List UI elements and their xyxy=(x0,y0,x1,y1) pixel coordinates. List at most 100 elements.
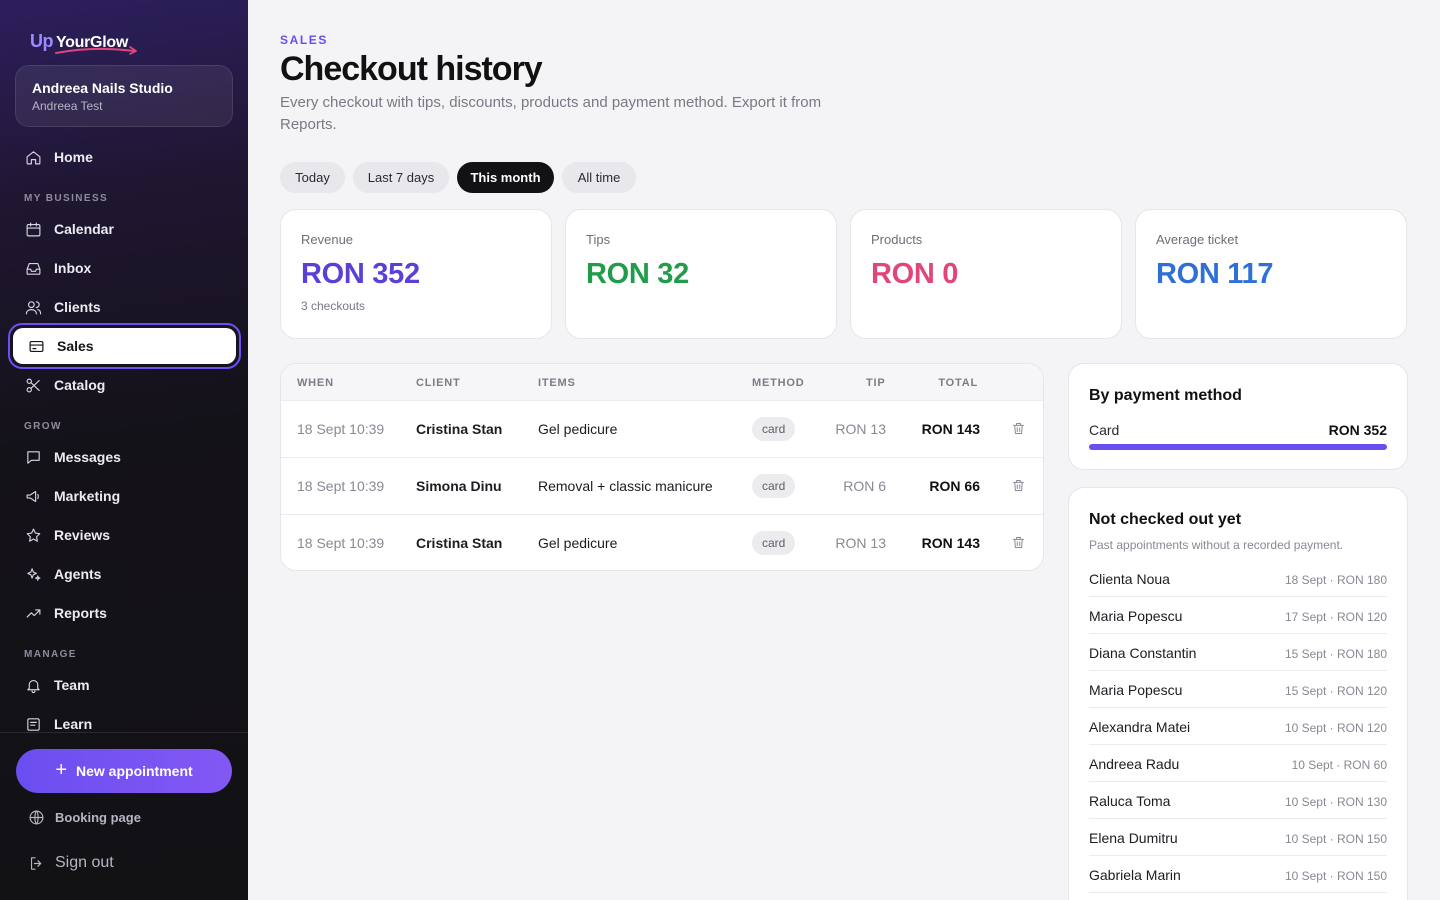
sidebar-item-label: Agents xyxy=(54,566,102,582)
logo-text: YourGlow xyxy=(56,34,128,51)
sidebar-item-sales[interactable]: Sales xyxy=(8,323,241,369)
message-icon xyxy=(24,448,42,466)
panel-title: By payment method xyxy=(1089,387,1242,404)
sidebar-item-label: Reports xyxy=(54,605,107,621)
list-item[interactable]: Gabriela Marin 10 Sept · RON 150 xyxy=(1089,856,1387,893)
home-icon xyxy=(24,148,42,166)
sidebar-item-learn[interactable]: Learn xyxy=(24,712,92,736)
stat-sub: 3 checkouts xyxy=(301,299,366,313)
sidebar-item-marketing[interactable]: Marketing xyxy=(24,484,120,508)
col-items: ITEMS xyxy=(538,377,576,389)
nav-section-manage: MANAGE xyxy=(24,649,77,660)
cell-total: RON 143 xyxy=(921,421,980,437)
bell-icon xyxy=(24,676,42,694)
sidebar-item-label: Catalog xyxy=(54,377,106,393)
sidebar-item-inbox[interactable]: Inbox xyxy=(24,256,91,280)
appointment-meta: 10 Sept · RON 60 xyxy=(1291,758,1387,772)
cell-client: Cristina Stan xyxy=(416,535,503,551)
stat-label: Products xyxy=(871,232,923,247)
payment-method-row: Card RON 352 xyxy=(1089,422,1387,438)
cell-when: 18 Sept 10:39 xyxy=(297,478,385,494)
list-item[interactable]: Maria Popescu 17 Sept · RON 120 xyxy=(1089,597,1387,634)
method-badge: card xyxy=(752,417,796,441)
cell-items: Gel pedicure xyxy=(538,535,618,551)
sidebar-item-label: Inbox xyxy=(54,260,92,276)
trash-icon[interactable] xyxy=(1011,421,1026,436)
stat-value-products: RON 0 xyxy=(871,258,959,290)
sign-out-link[interactable]: Sign out xyxy=(28,854,114,872)
new-appointment-button[interactable]: + New appointment xyxy=(16,749,232,793)
sidebar-item-label: Marketing xyxy=(54,488,121,504)
table-row[interactable]: 18 Sept 10:39 Simona Dinu Removal + clas… xyxy=(281,458,1043,515)
sidebar-item-catalog[interactable]: Catalog xyxy=(24,373,105,397)
stat-value-revenue: RON 352 xyxy=(301,258,420,290)
booking-page-link[interactable]: Booking page xyxy=(28,809,141,826)
not-checked-out-panel: Not checked out yet Past appointments wi… xyxy=(1068,487,1408,900)
sidebar: Up YourGlow Andreea Nails Studio Andreea… xyxy=(0,0,248,900)
users-icon xyxy=(24,298,42,316)
trash-icon[interactable] xyxy=(1011,535,1026,550)
client-name: Andreea Radu xyxy=(1089,756,1180,772)
stat-card-tips: Tips RON 32 xyxy=(565,209,837,339)
method-badge: card xyxy=(752,474,796,498)
cell-tip: RON 6 xyxy=(843,478,886,494)
appointment-meta: 10 Sept · RON 150 xyxy=(1284,832,1387,846)
app-logo[interactable]: Up YourGlow xyxy=(30,28,137,55)
logo-swoosh-icon xyxy=(55,46,137,55)
trend-icon xyxy=(24,604,42,622)
logout-icon xyxy=(30,856,42,870)
globe-icon xyxy=(29,810,44,825)
payment-method-panel: By payment method Card RON 352 xyxy=(1068,363,1408,470)
filter-last-7-days[interactable]: Last 7 days xyxy=(353,162,449,193)
sidebar-item-agents[interactable]: Agents xyxy=(24,562,101,586)
stat-card-products: Products RON 0 xyxy=(850,209,1122,339)
sidebar-item-label: Team xyxy=(54,677,90,693)
client-name: Raluca Toma xyxy=(1089,793,1171,809)
list-item[interactable]: Clienta Noua 18 Sept · RON 180 xyxy=(1089,560,1387,597)
payment-method-bar xyxy=(1089,444,1387,450)
sidebar-item-label: Home xyxy=(54,149,93,165)
credit-card-icon xyxy=(27,337,45,355)
appointment-meta: 18 Sept · RON 180 xyxy=(1284,573,1387,587)
page-title: Checkout history xyxy=(280,50,543,88)
plus-icon: + xyxy=(55,759,67,781)
sidebar-item-label: Clients xyxy=(54,299,101,315)
trash-icon[interactable] xyxy=(1011,478,1026,493)
sidebar-item-clients[interactable]: Clients xyxy=(24,295,101,319)
filter-all-time[interactable]: All time xyxy=(562,162,636,193)
list-item[interactable]: Maria Popescu 15 Sept · RON 120 xyxy=(1089,671,1387,708)
inbox-icon xyxy=(24,259,42,277)
table-row[interactable]: 18 Sept 10:39 Cristina Stan Gel pedicure… xyxy=(281,401,1043,458)
client-name: Elena Dumitru xyxy=(1089,830,1178,846)
list-item[interactable]: Elena Dumitru 10 Sept · RON 150 xyxy=(1089,819,1387,856)
list-item[interactable]: Alexandra Matei 10 Sept · RON 120 xyxy=(1089,708,1387,745)
payment-method-bar-fill xyxy=(1089,444,1387,450)
appointment-meta: 10 Sept · RON 120 xyxy=(1284,721,1387,735)
list-item[interactable]: Andreea Radu 10 Sept · RON 60 xyxy=(1089,745,1387,782)
table-header: WHEN CLIENT ITEMS METHOD TIP TOTAL xyxy=(281,364,1043,401)
star-icon xyxy=(24,526,42,544)
table-row[interactable]: 18 Sept 10:39 Cristina Stan Gel pedicure… xyxy=(281,515,1043,570)
sidebar-item-team[interactable]: Team xyxy=(24,673,90,697)
col-when: WHEN xyxy=(297,377,334,389)
stat-card-revenue: Revenue RON 352 3 checkouts xyxy=(280,209,552,339)
filter-this-month[interactable]: This month xyxy=(457,162,554,193)
stat-value-average-ticket: RON 117 xyxy=(1156,258,1274,290)
booking-page-label: Booking page xyxy=(55,810,141,825)
sidebar-item-reports[interactable]: Reports xyxy=(24,601,107,625)
list-item[interactable]: Raluca Toma 10 Sept · RON 130 xyxy=(1089,782,1387,819)
sidebar-item-calendar[interactable]: Calendar xyxy=(24,217,114,241)
list-item[interactable]: Diana Constantin 15 Sept · RON 180 xyxy=(1089,634,1387,671)
sidebar-divider xyxy=(0,732,248,733)
sidebar-item-label: Sales xyxy=(57,338,94,354)
stat-label: Revenue xyxy=(301,232,354,247)
sidebar-item-home[interactable]: Home xyxy=(24,145,93,169)
studio-switcher[interactable]: Andreea Nails Studio Andreea Test xyxy=(15,65,233,127)
cell-when: 18 Sept 10:39 xyxy=(297,535,385,551)
client-name: Diana Constantin xyxy=(1089,645,1197,661)
sidebar-item-reviews[interactable]: Reviews xyxy=(24,523,110,547)
sidebar-item-label: Learn xyxy=(54,716,93,732)
filter-today[interactable]: Today xyxy=(280,162,345,193)
client-name: Maria Popescu xyxy=(1089,682,1183,698)
sidebar-item-messages[interactable]: Messages xyxy=(24,445,121,469)
